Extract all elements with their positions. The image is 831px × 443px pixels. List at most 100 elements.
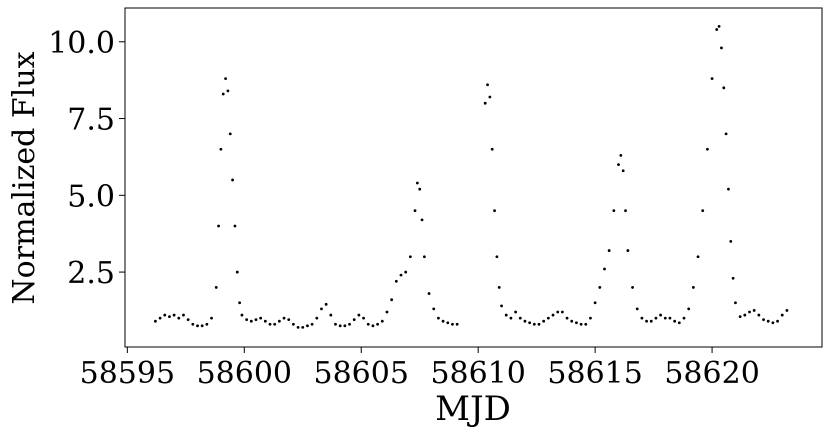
data-point [528, 321, 532, 325]
data-point [154, 319, 157, 323]
data-point [196, 324, 199, 328]
data-point [523, 319, 527, 323]
data-point [640, 316, 644, 320]
data-point [612, 209, 616, 213]
data-point [659, 313, 663, 317]
data-point [738, 315, 742, 319]
data-point [654, 316, 658, 320]
data-point [357, 313, 361, 317]
data-point [710, 77, 714, 81]
data-point [240, 313, 244, 317]
data-point [486, 83, 489, 87]
data-point [537, 322, 541, 326]
data-point [427, 292, 431, 295]
data-point [493, 209, 496, 213]
data-point [226, 89, 230, 93]
data-point [598, 286, 602, 289]
data-point [329, 313, 333, 317]
data-point [483, 101, 487, 105]
data-point [743, 313, 747, 317]
data-point [696, 255, 700, 259]
data-point [682, 316, 686, 320]
data-point [455, 322, 459, 326]
data-point [338, 324, 342, 328]
data-point [191, 322, 195, 326]
data-point [348, 322, 351, 326]
data-point [673, 319, 677, 323]
data-point [432, 307, 436, 311]
data-point [380, 319, 384, 323]
data-point [238, 301, 242, 305]
data-point [649, 319, 653, 323]
data-point [408, 255, 412, 259]
data-point [624, 209, 627, 213]
data-point [224, 77, 227, 81]
data-point [263, 319, 267, 323]
data-point [214, 286, 218, 289]
data-point [371, 324, 375, 328]
data-point [168, 315, 171, 319]
data-point [413, 209, 417, 213]
data-point [762, 318, 765, 322]
data-point [324, 302, 328, 306]
data-point [306, 324, 309, 328]
data-point [310, 322, 314, 326]
data-point [705, 147, 709, 151]
data-point [292, 322, 295, 326]
data-point [451, 322, 454, 326]
data-point [766, 319, 770, 323]
data-point [490, 147, 494, 151]
data-point [228, 132, 232, 136]
x-tick-label: 58595 [80, 356, 175, 391]
data-point [282, 316, 286, 320]
data-point [385, 310, 389, 314]
data-point [717, 25, 721, 28]
data-point [518, 316, 522, 320]
y-tick-label: 7.5 [67, 103, 115, 138]
plot-frame [124, 7, 823, 348]
data-point [287, 318, 291, 322]
data-point [542, 319, 546, 323]
data-point [575, 321, 578, 325]
data-point [677, 321, 681, 325]
data-point [500, 304, 503, 308]
data-point [668, 316, 672, 320]
data-point [729, 239, 733, 243]
data-point [334, 322, 337, 326]
data-point [504, 313, 508, 317]
data-point [273, 322, 277, 326]
data-point [589, 316, 592, 320]
data-point [177, 316, 181, 320]
data-point [221, 92, 225, 96]
data-point [420, 218, 424, 222]
data-point [607, 249, 611, 252]
data-point [362, 316, 365, 320]
data-point [722, 86, 726, 90]
data-point [249, 319, 253, 323]
x-tick-label: 58605 [314, 356, 409, 391]
data-point [172, 313, 176, 317]
data-point [532, 322, 536, 326]
data-point [724, 132, 728, 136]
data-point [390, 298, 394, 302]
data-point [579, 322, 583, 326]
y-tick-label: 10.0 [48, 26, 115, 61]
data-point [495, 255, 499, 259]
data-point [343, 324, 347, 328]
data-point [603, 267, 606, 271]
data-point [235, 270, 239, 274]
data-point [404, 270, 408, 274]
data-point [734, 301, 737, 305]
data-point [315, 316, 319, 320]
data-point [687, 307, 691, 311]
data-point [663, 316, 667, 320]
data-point [785, 309, 789, 312]
x-tick-label: 58615 [547, 356, 642, 391]
data-point [514, 310, 518, 314]
data-point [727, 187, 730, 191]
y-axis-label: Normalized Flux [7, 51, 42, 304]
x-tick-label: 58600 [197, 356, 292, 391]
data-point [570, 319, 574, 323]
data-point [158, 316, 162, 320]
